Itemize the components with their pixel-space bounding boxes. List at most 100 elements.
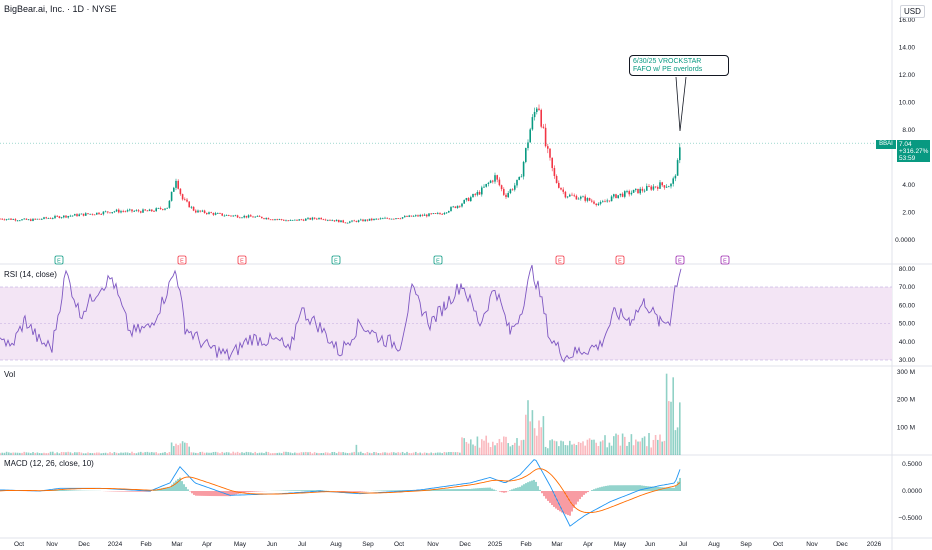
time-axis-label: May [614,541,627,548]
volume-bar [243,452,245,455]
candle-body [630,192,633,195]
volume-bar [441,453,443,455]
macd-histogram-bar [493,489,495,491]
candle-body [575,195,578,200]
macd-histogram-bar [291,490,293,491]
candle-body [5,219,8,221]
candle-body [342,220,344,223]
candle-body [353,220,355,222]
macd-histogram-bar [539,489,541,491]
candle-body [533,111,536,118]
volume-bar [296,452,298,455]
volume-bar [265,451,267,455]
volume-bar [503,436,505,455]
macd-histogram-bar [613,485,615,491]
candle-body [206,212,208,214]
macd-histogram-bar [307,490,309,491]
volume-bar [192,452,195,455]
volume-bar [448,451,450,455]
last-price-badge: 7.04 +316.27% 53:59 [897,140,930,162]
volume-bar [0,452,1,455]
macd-histogram-bar [177,479,179,491]
candle-body [514,185,516,190]
volume-bar [472,444,474,455]
volume-bar [613,436,615,455]
macd-histogram-bar [145,491,147,492]
note-callout[interactable]: 6/30/25 VROCKSTAR FAFO w/ PE overlords [629,55,729,76]
macd-histogram-bar [579,491,581,500]
macd-histogram-bar [521,485,523,491]
note-pointer [675,76,687,132]
time-axis-label: Jul [679,541,688,548]
volume-bar [498,438,501,455]
volume-bar [104,452,107,455]
candle-body [232,215,234,217]
time-axis-label: Mar [551,541,563,548]
volume-bar [386,452,388,455]
volume-bar [56,452,58,455]
macd-histogram-bar [445,489,447,491]
volume-bar [575,445,578,455]
macd-histogram-bar [201,491,203,496]
macd-histogram-bar [321,490,323,491]
candle-body [670,183,672,187]
macd-histogram-bar [125,491,127,492]
earnings-marker [177,255,187,265]
candle-body [650,186,652,190]
candle-body [45,217,47,219]
macd-histogram-bar [593,489,595,491]
candle-body [516,179,518,186]
macd-histogram-bar [165,487,167,491]
macd-histogram-bar [207,491,209,496]
currency-button[interactable]: USD [900,5,925,18]
candle-body [272,219,274,221]
macd-histogram-bar [623,485,625,491]
candle-body [531,117,534,130]
candle-body [382,218,384,220]
macd-histogram-bar [301,490,303,491]
candle-body [107,211,109,213]
volume-bar [214,451,217,455]
candle-body [32,218,34,221]
volume-bar [558,446,560,455]
macd-histogram-bar [195,491,197,496]
candle-body [498,179,501,186]
candle-body [291,219,294,221]
macd-histogram-bar [447,489,449,491]
time-axis-label: Nov [806,541,818,548]
volume-bar [599,441,602,455]
volume-bar [98,452,100,455]
candle-body [406,216,408,217]
candle-body [0,218,1,220]
candle-body [646,186,648,191]
macd-histogram-bar [491,488,493,491]
time-axis-label: Oct [14,541,24,548]
candle-body [364,219,366,222]
macd-histogram-bar [387,490,389,491]
volume-bar [228,452,230,455]
volume-bar [443,451,446,455]
macd-histogram-bar [211,491,213,497]
macd-histogram-bar [563,491,565,514]
volume-bar [272,453,274,455]
macd-histogram-bar [315,490,317,491]
rsi-axis-tick: 30.00 [899,357,916,364]
volume-bar [175,443,177,455]
candle-body [269,219,272,221]
volume-bar [566,445,569,455]
macd-histogram-bar [441,489,443,491]
macd-histogram-bar [565,491,567,515]
volume-bar [113,452,116,455]
volume-axis-tick: 200 M [897,397,915,404]
volume-bar [621,433,624,455]
volume-bar [531,410,534,455]
candle-body [217,213,219,214]
candle-body [461,203,463,207]
time-axis-label: Aug [330,541,342,548]
volume-bar [327,452,329,455]
volume-bar [16,452,19,455]
candle-body [91,213,94,215]
macd-histogram-bar [57,489,59,491]
candle-body [245,215,248,218]
